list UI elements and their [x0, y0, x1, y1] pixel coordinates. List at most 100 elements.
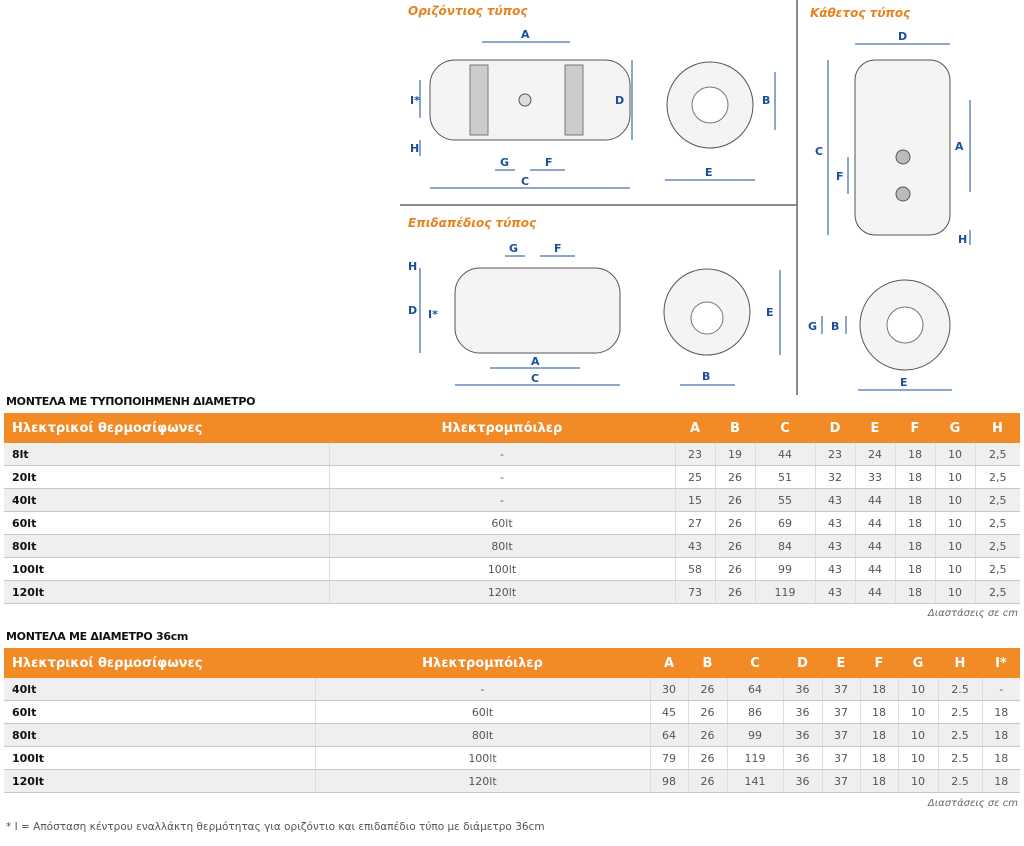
- table-cell: 40lt: [4, 678, 315, 701]
- svg-text:E: E: [900, 376, 908, 389]
- table-cell: 37: [821, 700, 860, 724]
- table-cell: 15: [674, 488, 715, 512]
- svg-text:A: A: [955, 140, 964, 153]
- table-cell: 37: [821, 769, 860, 793]
- table-cell: 10: [897, 723, 938, 747]
- svg-text:G: G: [808, 320, 817, 333]
- table-cell: 10: [934, 488, 975, 512]
- horizontal-type-title: Οριζόντιος τύπος: [408, 4, 528, 18]
- table2-title: ΜΟΝΤΕΛΑ ΜΕ ΔΙΑΜΕΤΡΟ 36cm: [6, 630, 189, 643]
- column-header: B: [688, 648, 727, 678]
- table-cell: 45: [649, 700, 688, 724]
- table-cell: 2.5: [937, 723, 982, 747]
- table-cell: 18: [894, 557, 935, 581]
- table-cell: 80lt: [328, 534, 675, 558]
- table-cell: 80lt: [4, 534, 329, 558]
- horizontal-tank-drawing: A C D I* H G F: [410, 28, 633, 189]
- svg-text:E: E: [766, 306, 774, 319]
- column-header: F: [860, 648, 898, 678]
- footnote: * I = Απόσταση κέντρου εναλλάκτη θερμότη…: [6, 821, 545, 833]
- table-row: 8lt -23 19 44 23 24 18 10 2,5: [4, 443, 1020, 466]
- table2-units-note: Διαστάσεις σε cm: [927, 798, 1018, 809]
- table-cell: 2.5: [937, 700, 982, 724]
- table-cell: 18: [894, 580, 935, 604]
- table-cell: 25: [674, 465, 715, 489]
- svg-text:H: H: [958, 233, 967, 246]
- horizontal-side-view: E B: [665, 61, 776, 181]
- svg-text:B: B: [762, 94, 770, 107]
- table-cell: 19: [714, 443, 755, 466]
- table-cell: 18: [859, 723, 898, 747]
- table-cell: 40lt: [4, 488, 329, 512]
- table-cell: 18: [859, 746, 898, 770]
- table-cell: 100lt: [4, 557, 329, 581]
- table-cell: 18: [894, 443, 935, 466]
- table-cell: 43: [674, 534, 715, 558]
- column-header: G: [935, 413, 975, 443]
- column-header: D: [815, 413, 855, 443]
- table-cell: 43: [814, 511, 855, 535]
- table-cell: 60lt: [4, 700, 315, 724]
- svg-text:G: G: [500, 156, 509, 169]
- table-cell: 10: [934, 534, 975, 558]
- table-cell: 18: [859, 678, 898, 701]
- column-header: F: [895, 413, 935, 443]
- table-cell: 43: [814, 580, 855, 604]
- svg-text:B: B: [831, 320, 839, 333]
- table-cell: 98: [649, 769, 688, 793]
- table-cell: 10: [934, 465, 975, 489]
- table-cell: 2,5: [974, 488, 1020, 512]
- table-cell: 100lt: [4, 746, 315, 770]
- table-cell: 27: [674, 511, 715, 535]
- svg-text:A: A: [531, 355, 540, 368]
- table-cell: 119: [726, 746, 783, 770]
- table-cell: 24: [854, 443, 895, 466]
- table-cell: 44: [854, 534, 895, 558]
- svg-text:D: D: [615, 94, 624, 107]
- table-cell: 8lt: [4, 443, 329, 466]
- technical-diagrams: A C D I* H G F E B A C D I* H G F B E: [400, 0, 971, 395]
- table-cell: 69: [754, 511, 815, 535]
- table-cell: 10: [897, 700, 938, 724]
- column-header: Ηλεκτρομπόιλερ: [315, 648, 650, 678]
- table-cell: 2.5: [937, 746, 982, 770]
- table-cell: 10: [897, 769, 938, 793]
- table-cell: 10: [934, 511, 975, 535]
- table-row: 20lt -25 26 51 32 33 18 10 2,5: [4, 465, 1020, 489]
- table-cell: 33: [854, 465, 895, 489]
- floor-side-view: B E: [663, 268, 781, 386]
- table-cell: 20lt: [4, 465, 329, 489]
- svg-text:I*: I*: [410, 94, 420, 107]
- table-cell: 100lt: [328, 557, 675, 581]
- svg-text:H: H: [410, 142, 419, 155]
- table-cell: 26: [714, 557, 755, 581]
- table-cell: 2,5: [974, 443, 1020, 466]
- svg-text:C: C: [815, 145, 823, 158]
- table-cell: 36: [782, 723, 822, 747]
- table-cell: 99: [726, 723, 783, 747]
- table-cell: 18: [859, 700, 898, 724]
- table-cell: 26: [714, 465, 755, 489]
- svg-text:G: G: [509, 242, 518, 255]
- column-header: H: [975, 413, 1020, 443]
- table-cell: -: [328, 465, 675, 489]
- table-cell: 26: [714, 511, 755, 535]
- svg-text:C: C: [531, 372, 539, 385]
- table-cell: 37: [821, 723, 860, 747]
- column-header: H: [938, 648, 982, 678]
- table-cell: 26: [714, 488, 755, 512]
- table-cell: 64: [726, 678, 783, 701]
- table-row: 120lt 120lt 73 26 119 43 44 18 10 2,5: [4, 580, 1020, 604]
- table-cell: 26: [687, 746, 727, 770]
- column-header: Ηλεκτρομπόιλερ: [329, 413, 675, 443]
- table-row: 100lt 100lt 79 26 119 36 37 18 10 2.5 18: [4, 746, 1020, 770]
- table-cell: -: [981, 678, 1020, 701]
- table-cell: 64: [649, 723, 688, 747]
- table-cell: 2,5: [974, 580, 1020, 604]
- svg-text:D: D: [898, 30, 907, 43]
- svg-text:F: F: [554, 242, 562, 255]
- table1-units-note: Διαστάσεις σε cm: [927, 608, 1018, 619]
- table-cell: 10: [934, 557, 975, 581]
- table-cell: 18: [981, 723, 1020, 747]
- column-header: Ηλεκτρικοί θερμοσίφωνες: [4, 413, 329, 443]
